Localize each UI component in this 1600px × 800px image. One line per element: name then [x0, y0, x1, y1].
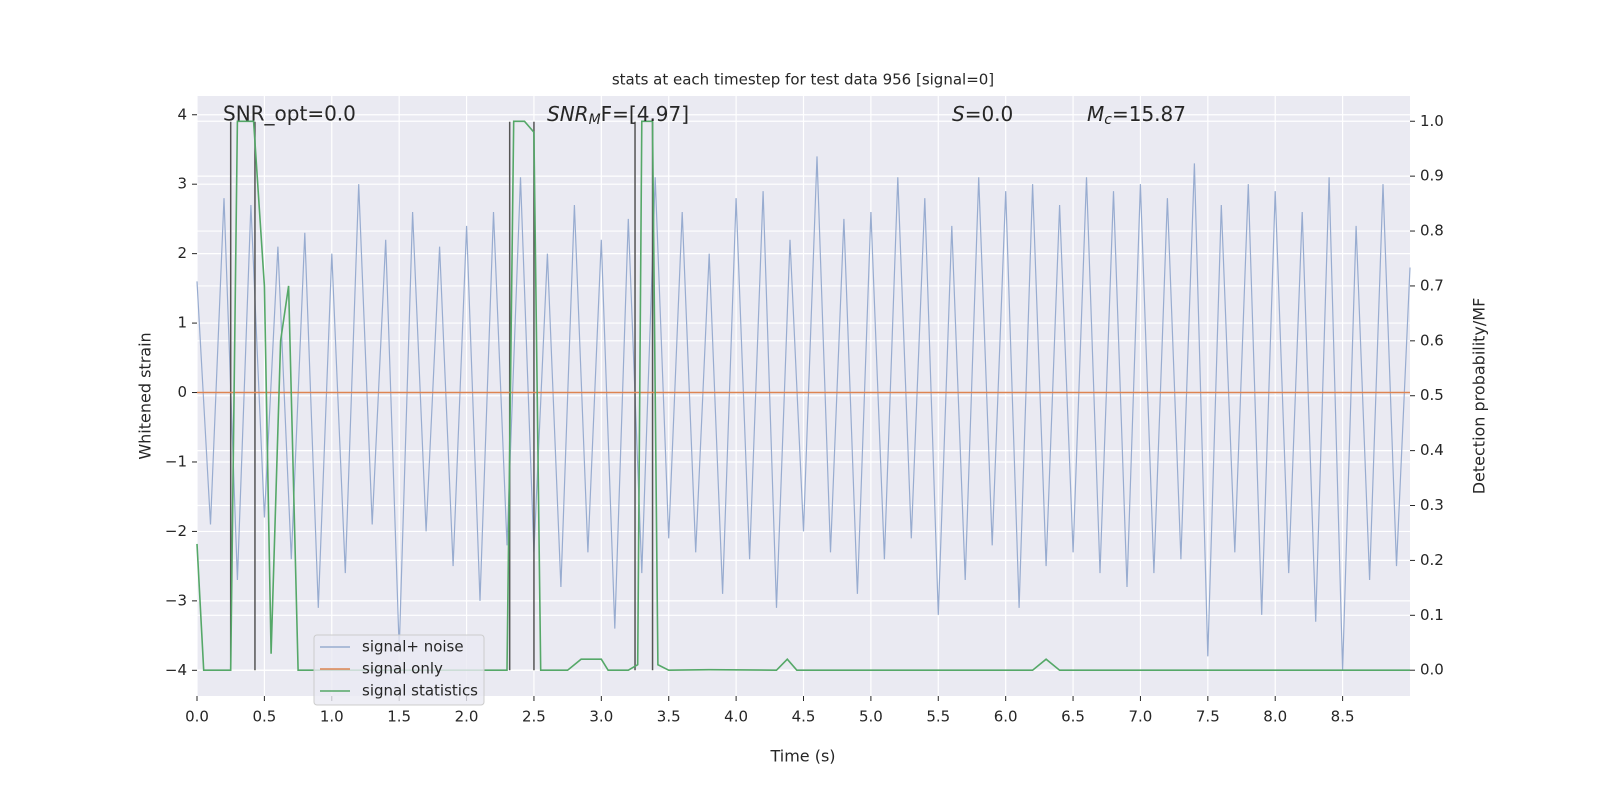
annotation-sub: c	[1104, 112, 1112, 128]
annotation-rest: =0.0	[965, 102, 1014, 126]
legend-box	[313, 634, 485, 706]
y-tick-label: 0	[177, 383, 187, 401]
y2-tick-label: 0.4	[1420, 441, 1444, 459]
y-tick-label: −4	[165, 661, 187, 679]
annotation: Mc=15.87	[1087, 102, 1186, 129]
x-tick-label: 2.5	[522, 708, 546, 726]
y-tick-label: 2	[177, 244, 187, 262]
x-axis-label: Time (s)	[769, 747, 835, 766]
x-tick-label: 3.5	[657, 708, 681, 726]
y-tick-label: −1	[165, 452, 187, 470]
x-tick-label: 3.0	[589, 708, 613, 726]
legend-label: signal+ noise	[362, 638, 464, 656]
y2-tick-label: 1.0	[1420, 112, 1444, 130]
y-tick-label: 3	[177, 175, 187, 193]
y-tick-label: 4	[177, 105, 187, 123]
annotation: SNRMF=[4.97]	[547, 102, 689, 129]
legend-label: signal statistics	[362, 682, 478, 700]
y2-tick-label: 0.1	[1420, 606, 1444, 624]
x-tick-label: 5.5	[926, 708, 950, 726]
y2-tick-label: 0.2	[1420, 551, 1444, 569]
x-tick-label: 4.0	[724, 708, 748, 726]
x-tick-label: 8.0	[1263, 708, 1287, 726]
y2-tick-label: 0.7	[1420, 276, 1444, 294]
x-tick-label: 6.5	[1061, 708, 1085, 726]
annotation-rest: F=[4.97]	[601, 102, 689, 126]
annotation: SNR_opt=0.0	[223, 102, 356, 126]
y-tick-label: −2	[165, 522, 187, 540]
chart-title: stats at each timestep for test data 956…	[612, 71, 994, 89]
x-tick-label: 1.5	[387, 708, 411, 726]
y2-tick-label: 0.5	[1420, 386, 1444, 404]
y-tick-label: 1	[177, 314, 187, 332]
y2-tick-label: 0.6	[1420, 331, 1444, 349]
annotation-main: S	[952, 102, 965, 126]
annotation-rest: =15.87	[1112, 102, 1186, 126]
x-tick-label: 5.0	[859, 708, 883, 726]
x-tick-label: 7.0	[1129, 708, 1153, 726]
y2-tick-label: 0.3	[1420, 496, 1444, 514]
annotation-main: M	[1087, 102, 1104, 126]
y2-tick-label: 0.8	[1420, 222, 1444, 240]
legend-label: signal only	[362, 660, 443, 678]
x-tick-label: 0.0	[185, 708, 209, 726]
annotation: S=0.0	[952, 102, 1013, 126]
annotation-main: SNR	[547, 102, 589, 126]
x-tick-label: 2.0	[455, 708, 479, 726]
x-tick-label: 1.0	[320, 708, 344, 726]
x-tick-label: 0.5	[252, 708, 276, 726]
y2-axis-label: Detection probability/MF	[1470, 298, 1489, 495]
x-tick-label: 7.5	[1196, 708, 1220, 726]
y-tick-label: −3	[165, 591, 187, 609]
y2-tick-label: 0.9	[1420, 167, 1444, 185]
y2-tick-label: 0.0	[1420, 661, 1444, 679]
series-line	[196, 120, 1410, 672]
x-tick-label: 6.0	[994, 708, 1018, 726]
x-tick-label: 4.5	[792, 708, 816, 726]
x-tick-label: 8.5	[1331, 708, 1355, 726]
annotation-sub: M	[589, 112, 601, 128]
y-axis-label: Whitened strain	[136, 332, 155, 459]
